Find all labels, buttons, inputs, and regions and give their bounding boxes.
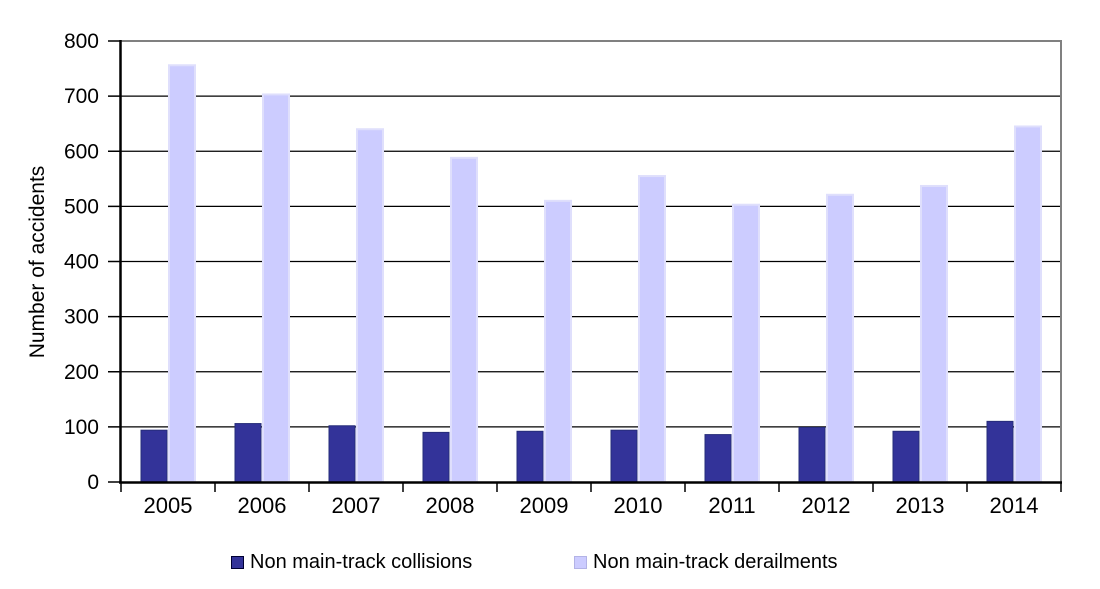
bar-derailments-2007: [356, 128, 384, 483]
legend-label-derailments: Non main-track derailments: [593, 551, 838, 573]
legend-label-collisions: Non main-track collisions: [250, 551, 473, 573]
bar-derailments-2012: [826, 193, 854, 484]
y-tick-label: 500: [64, 195, 99, 218]
y-tick-label: 100: [64, 416, 99, 439]
bar-collisions-2010: [610, 429, 638, 483]
y-tick-label: 300: [64, 306, 99, 329]
bar-collisions-2012: [798, 426, 826, 483]
x-tick-label: 2008: [426, 493, 475, 518]
x-tick-label: 2005: [144, 493, 193, 518]
y-tick-label: 200: [64, 361, 99, 384]
legend-swatch-collisions-icon: [231, 556, 244, 569]
bar-derailments-2006: [262, 93, 290, 483]
x-tick-label: 2014: [990, 493, 1039, 518]
bar-collisions-2014: [986, 420, 1014, 483]
x-tick-label: 2012: [802, 493, 851, 518]
bar-collisions-2007: [328, 425, 356, 483]
bar-derailments-2008: [450, 156, 478, 484]
y-tick-label: 600: [64, 140, 99, 163]
bar-collisions-2005: [140, 429, 168, 483]
x-tick-label: 2007: [332, 493, 381, 518]
bar-collisions-2013: [892, 430, 920, 483]
x-tick-label: 2009: [520, 493, 569, 518]
bar-derailments-2009: [544, 199, 572, 484]
x-tick-label: 2006: [238, 493, 287, 518]
bar-derailments-2014: [1014, 125, 1042, 483]
x-tick-label: 2010: [614, 493, 663, 518]
legend-item-collisions: Non main-track collisions: [231, 551, 472, 574]
legend-swatch-derailments-icon: [574, 556, 587, 569]
bar-derailments-2005: [168, 64, 196, 483]
bar-collisions-2008: [422, 431, 450, 483]
bar-derailments-2011: [732, 203, 760, 483]
y-tick-label: 700: [64, 85, 99, 108]
y-axis-title: Number of accidents: [26, 165, 49, 359]
x-tick-label: 2013: [896, 493, 945, 518]
bar-derailments-2013: [920, 184, 948, 483]
bar-collisions-2009: [516, 430, 544, 483]
bar-collisions-2006: [234, 423, 262, 483]
y-tick-label: 800: [64, 30, 99, 53]
bar-collisions-2011: [704, 434, 732, 483]
y-tick-label: 400: [64, 251, 99, 274]
bar-derailments-2010: [638, 175, 666, 483]
legend-item-derailments: Non main-track derailments: [574, 551, 838, 574]
x-tick-label: 2011: [708, 493, 755, 518]
y-tick-label: 0: [87, 471, 99, 494]
